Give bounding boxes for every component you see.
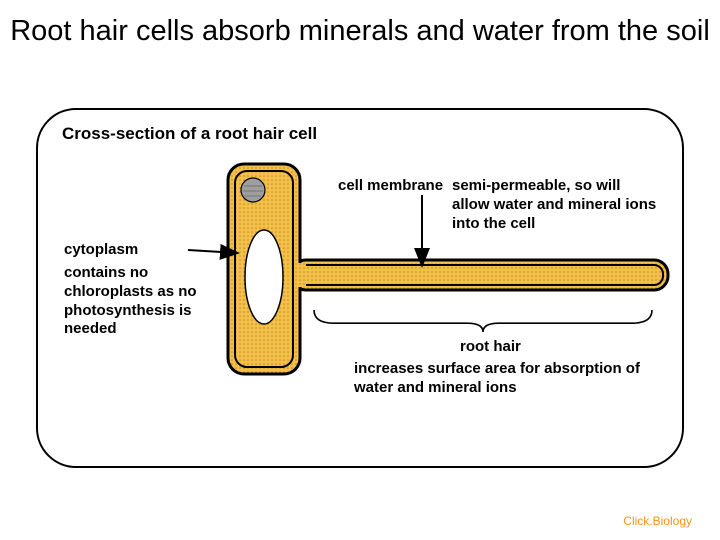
membrane-label-body: semi-permeable, so will allow water and … — [452, 177, 657, 233]
footer-credit: Click.Biology — [623, 514, 692, 528]
cytoplasm-label-heading: cytoplasm — [64, 241, 138, 260]
roothair-label-body: increases surface area for absorption of… — [354, 360, 660, 398]
page-title: Root hair cells absorb minerals and wate… — [0, 14, 720, 49]
roothair-label-heading: root hair — [460, 338, 521, 357]
diagram-panel: Cross-section of a root hair cell — [36, 108, 684, 468]
membrane-label-heading: cell membrane — [338, 177, 443, 196]
cytoplasm-label-body: contains no chloroplasts as no photosynt… — [64, 264, 216, 339]
